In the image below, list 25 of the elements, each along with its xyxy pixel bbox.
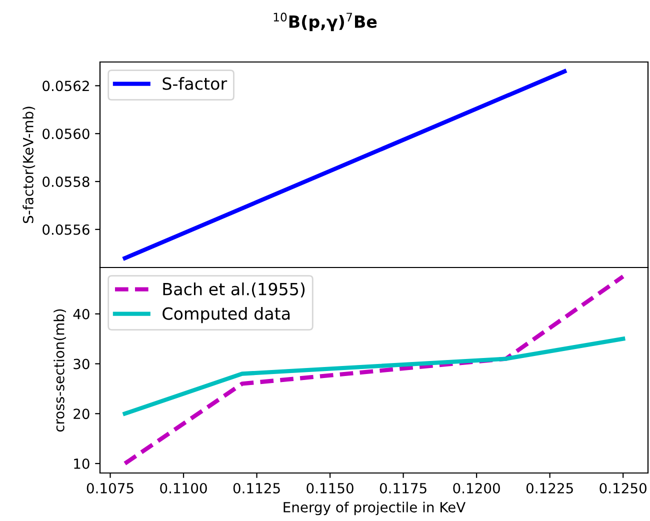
- x-tick-label: 0.1125: [233, 482, 280, 494]
- legend-label: Computed data: [162, 306, 290, 324]
- x-tick-label: 0.1100: [160, 482, 207, 494]
- x-tick-label: 0.1175: [380, 482, 426, 494]
- line-series: [122, 336, 626, 416]
- x-axis-title: Energy of projectile in KeV: [284, 502, 466, 516]
- y-tick-label: 0.0556: [42, 224, 90, 235]
- y-tick-label: 10: [74, 458, 90, 469]
- legend-label: S-factor: [162, 77, 228, 90]
- chart-title: $^{10}$B(p,γ)$^{7}$Be: [274, 12, 377, 32]
- x-tick-label: 0.1225: [526, 482, 573, 494]
- y-tick-label: 0.0562: [42, 80, 89, 92]
- y-axis-title: S-factor(KeV-mb): [22, 106, 36, 224]
- x-tick-label: 0.1150: [306, 482, 354, 494]
- y-tick-label: 0.0558: [42, 176, 90, 187]
- y-tick-label: 20: [74, 408, 90, 420]
- y-tick-label: 30: [74, 358, 90, 370]
- y-tick-label: 40: [73, 308, 90, 320]
- y-tick-label: 0.0560: [42, 128, 90, 140]
- legend-label: Bach et al.(1955): [163, 282, 305, 298]
- line-series: [122, 274, 626, 466]
- x-tick-label: 0.1250: [600, 482, 646, 494]
- y-axis-title: cross-section(mb): [54, 309, 66, 432]
- x-tick-label: 0.1200: [453, 482, 500, 494]
- x-tick-label: 0.1075: [86, 482, 134, 494]
